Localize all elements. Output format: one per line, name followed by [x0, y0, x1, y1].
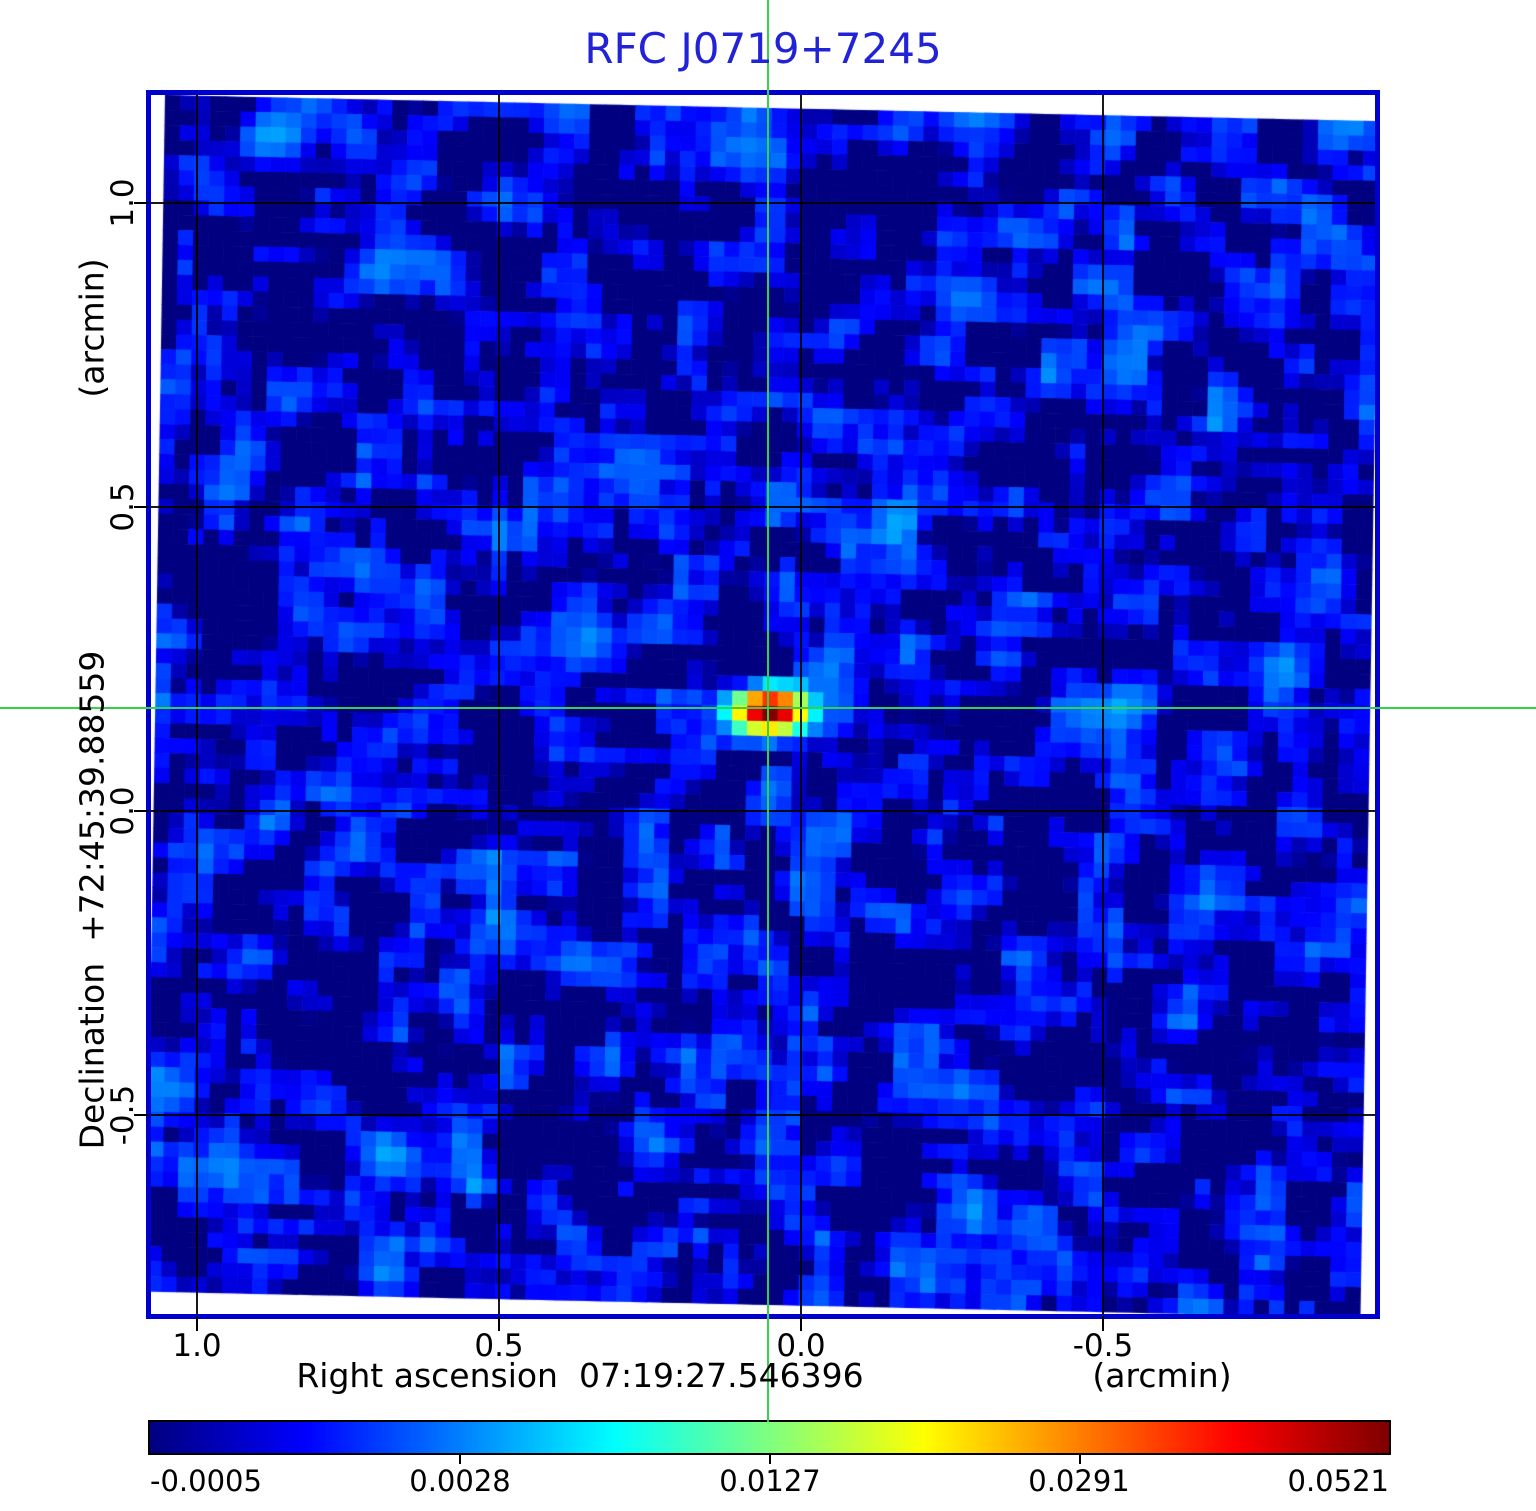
grid-line-x-0.5 — [498, 95, 500, 1314]
x-tick-label: 1.0 — [172, 1328, 222, 1364]
colorbar-tick-mark — [1079, 1455, 1081, 1464]
x-tick-mark-0.0 — [800, 1316, 802, 1331]
colorbar-tick-mark — [459, 1455, 461, 1464]
plot-frame — [146, 90, 1380, 1319]
x-axis-label: Right ascension 07:19:27.546396 — [296, 1356, 864, 1395]
y-tick-mark--0.5 — [134, 1114, 149, 1116]
colorbar-tick-label: -0.0005 — [150, 1464, 262, 1498]
colorbar-gradient-canvas — [150, 1422, 1389, 1453]
colorbar-tick-label: 0.0521 — [1287, 1464, 1389, 1498]
grid-line-x-0.0 — [800, 95, 802, 1314]
colorbar — [148, 1420, 1391, 1455]
grid-line-x-1.0 — [196, 95, 198, 1314]
colorbar-tick-label: 0.0291 — [1028, 1464, 1130, 1498]
page-title: RFC J0719+7245 — [584, 24, 942, 73]
x-tick-label: 0.5 — [474, 1328, 524, 1364]
sky-map-canvas — [151, 95, 1375, 1314]
crosshair-vertical-line — [767, 0, 769, 1422]
colorbar-tick-label: 0.0127 — [719, 1464, 821, 1498]
x-tick-label: -0.5 — [1072, 1328, 1134, 1364]
x-axis-unit-label: (arcmin) — [1092, 1356, 1232, 1395]
x-tick-mark-0.5 — [498, 1316, 500, 1331]
grid-line-y-0.5 — [151, 506, 1375, 508]
grid-line-x--0.5 — [1102, 95, 1104, 1314]
y-tick-mark-0.0 — [134, 810, 149, 812]
colorbar-tick-mark — [769, 1455, 771, 1464]
x-tick-mark--0.5 — [1102, 1316, 1104, 1331]
x-tick-mark-1.0 — [196, 1316, 198, 1331]
y-tick-mark-1.0 — [134, 202, 149, 204]
colorbar-tick-label: 0.0028 — [409, 1464, 511, 1498]
x-tick-label: 0.0 — [776, 1328, 826, 1364]
grid-line-y-1.0 — [151, 202, 1375, 204]
grid-line-y--0.5 — [151, 1114, 1375, 1116]
y-tick-mark-0.5 — [134, 506, 149, 508]
grid-line-y-0.0 — [151, 810, 1375, 812]
